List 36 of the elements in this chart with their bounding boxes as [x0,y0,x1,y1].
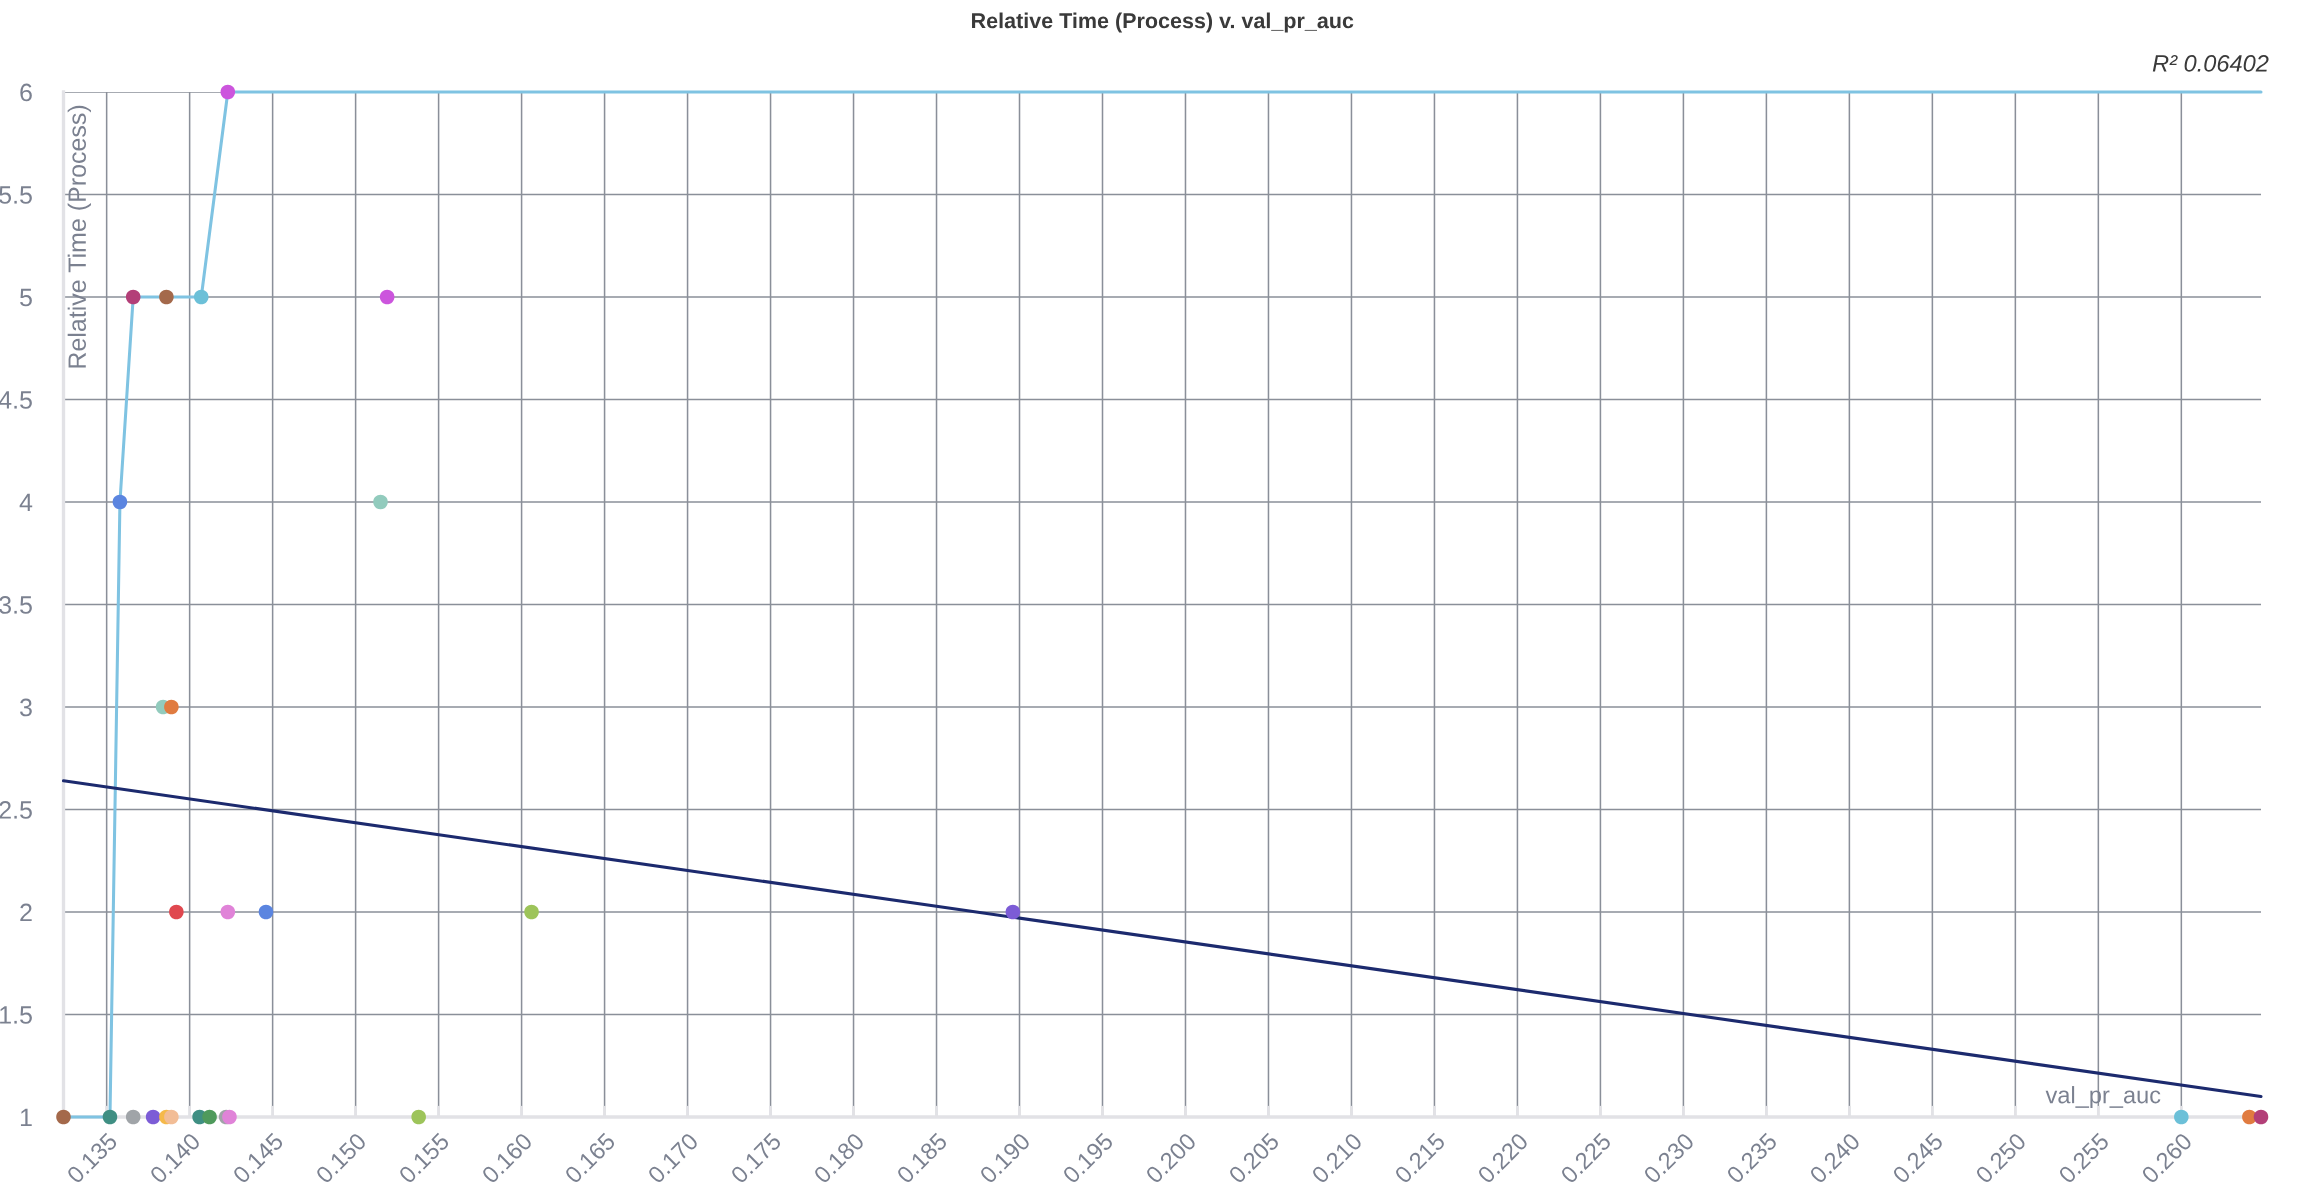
point [164,1109,179,1125]
point [193,289,209,305]
y-tick-label: 3 [20,698,32,717]
point [169,904,184,920]
y-tick-label: 5 [20,288,32,307]
y-tick-label: 6 [20,83,32,102]
point [373,494,388,510]
y-tick-label: 2 [20,903,32,922]
point [102,1109,118,1125]
point [112,494,128,510]
y-tick-label: 2.5 [0,801,32,819]
chart-title: Relative Time (Process) v. val_pr_auc [972,12,1354,33]
point [125,1109,141,1125]
point [145,1109,161,1125]
point [220,84,236,100]
point [125,289,141,305]
point [220,904,236,920]
y-tick-label: 4 [19,493,33,512]
point [202,1109,217,1125]
y-tick-label: 1.5 [0,1006,32,1024]
y-axis-title: Relative Time (Process) [67,105,91,368]
point [56,1109,71,1125]
point [411,1109,426,1125]
point [159,289,174,305]
point [164,699,179,715]
point [2174,1109,2189,1125]
y-tick-label: 1 [20,1108,32,1127]
point [379,289,395,305]
point [524,904,539,920]
point [258,904,274,920]
point [1005,904,1021,920]
y-tick-label: 5.5 [0,186,32,204]
point [2253,1109,2269,1125]
y-tick-label: 3.5 [0,596,32,614]
point [222,1109,237,1125]
text: R² 0.06402 [2152,55,2269,72]
